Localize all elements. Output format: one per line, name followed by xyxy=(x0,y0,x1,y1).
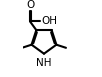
Text: NH: NH xyxy=(36,58,52,68)
Text: OH: OH xyxy=(42,16,58,26)
Text: O: O xyxy=(26,0,34,10)
